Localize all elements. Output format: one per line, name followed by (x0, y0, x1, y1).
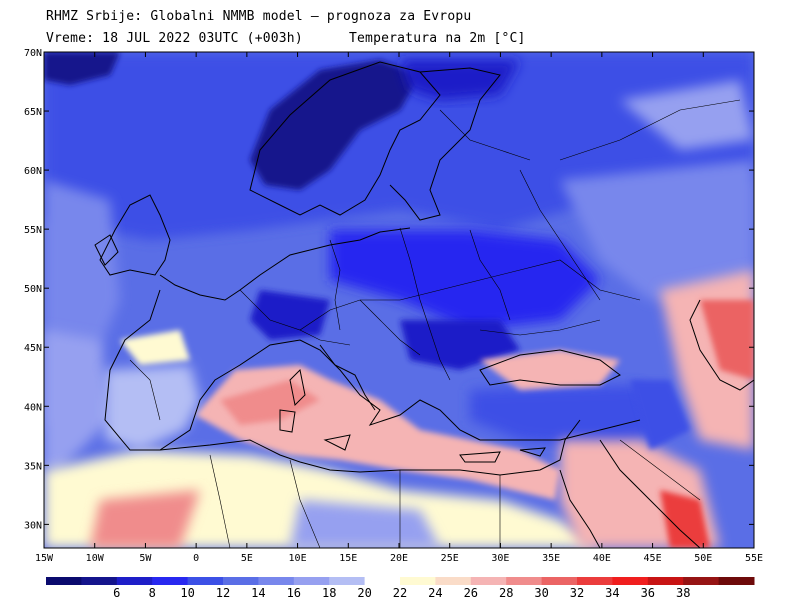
lon-label: 10E (289, 553, 307, 564)
latitude-axis: 70N 65N 60N 55N 50N 45N 40N 35N 30N (24, 48, 754, 531)
colorbar-swatch (718, 577, 755, 585)
colorbar-label: 34 (605, 586, 619, 600)
colorbar-swatch (364, 577, 401, 585)
lat-label: 55N (24, 225, 42, 236)
lon-label: 25E (441, 553, 459, 564)
colorbar-label: 32 (570, 586, 584, 600)
lon-label: 50E (694, 553, 712, 564)
forecast-time: Vreme: 18 JUL 2022 03UTC (+003h) (46, 31, 303, 46)
lat-label: 50N (24, 284, 42, 295)
lon-label: 55E (745, 553, 763, 564)
colorbar-swatch (152, 577, 189, 585)
colorbar-swatch (400, 577, 436, 585)
lat-label: 65N (24, 107, 42, 118)
lon-label: 5W (139, 553, 152, 564)
colorbar-swatch (612, 577, 649, 585)
lat-label: 30N (24, 520, 42, 531)
colorbar-swatch (46, 577, 82, 585)
colorbar-label: 36 (641, 586, 655, 600)
colorbar-swatch (223, 577, 259, 585)
colorbar-swatch (81, 577, 118, 585)
lat-label: 70N (24, 48, 42, 59)
map-title: RHMZ Srbije: Globalni NMMB model — progn… (46, 9, 472, 24)
lon-label: 15E (339, 553, 357, 564)
colorbar-swatch (577, 577, 613, 585)
colorbar-label: 10 (180, 586, 194, 600)
colorbar-label: 22 (393, 586, 407, 600)
lon-label: 15W (35, 553, 54, 564)
lon-label: 0 (193, 553, 199, 564)
lon-label: 10W (86, 553, 105, 564)
lon-label: 20E (390, 553, 408, 564)
lat-label: 35N (24, 461, 42, 472)
colorbar: 6 8 10 12 14 16 18 20 22 24 26 28 30 32 34 36 38 (46, 577, 755, 600)
lon-label: 5E (241, 553, 253, 564)
colorbar-label: 18 (322, 586, 336, 600)
colorbar-swatch (293, 577, 330, 585)
colorbar-swatch (541, 577, 578, 585)
variable-name: Temperatura na 2m [°C] (349, 31, 526, 46)
lat-label: 60N (24, 166, 42, 177)
lat-label: 45N (24, 343, 42, 354)
country-borders (129, 99, 741, 548)
colorbar-swatch (470, 577, 507, 585)
colorbar-label: 14 (251, 586, 265, 600)
coastlines (94, 61, 754, 548)
colorbar-swatch (506, 577, 543, 585)
colorbar-swatch (683, 577, 720, 585)
colorbar-label: 30 (534, 586, 548, 600)
colorbar-swatch (329, 577, 366, 585)
colorbar-label: 20 (357, 586, 371, 600)
colorbar-label: 38 (676, 586, 690, 600)
temperature-field (44, 52, 754, 548)
colorbar-swatch (258, 577, 295, 585)
colorbar-swatch (435, 577, 472, 585)
lon-label: 30E (491, 553, 509, 564)
colorbar-label: 28 (499, 586, 513, 600)
lon-label: 45E (644, 553, 662, 564)
colorbar-label: 24 (428, 586, 442, 600)
colorbar-swatch (116, 577, 153, 585)
colorbar-swatch (187, 577, 224, 585)
longitude-axis: 15W 10W 5W 0 5E 10E 15E 20E 25E 30E 35E 40E 45E 50E 55… (35, 52, 763, 564)
lon-label: 35E (542, 553, 560, 564)
lat-label: 40N (24, 402, 42, 413)
colorbar-label: 12 (216, 586, 230, 600)
colorbar-label: 16 (287, 586, 301, 600)
colorbar-swatch (647, 577, 684, 585)
colorbar-label: 26 (464, 586, 478, 600)
colorbar-label: 6 (113, 586, 120, 600)
colorbar-label: 8 (149, 586, 156, 600)
lon-label: 40E (593, 553, 611, 564)
